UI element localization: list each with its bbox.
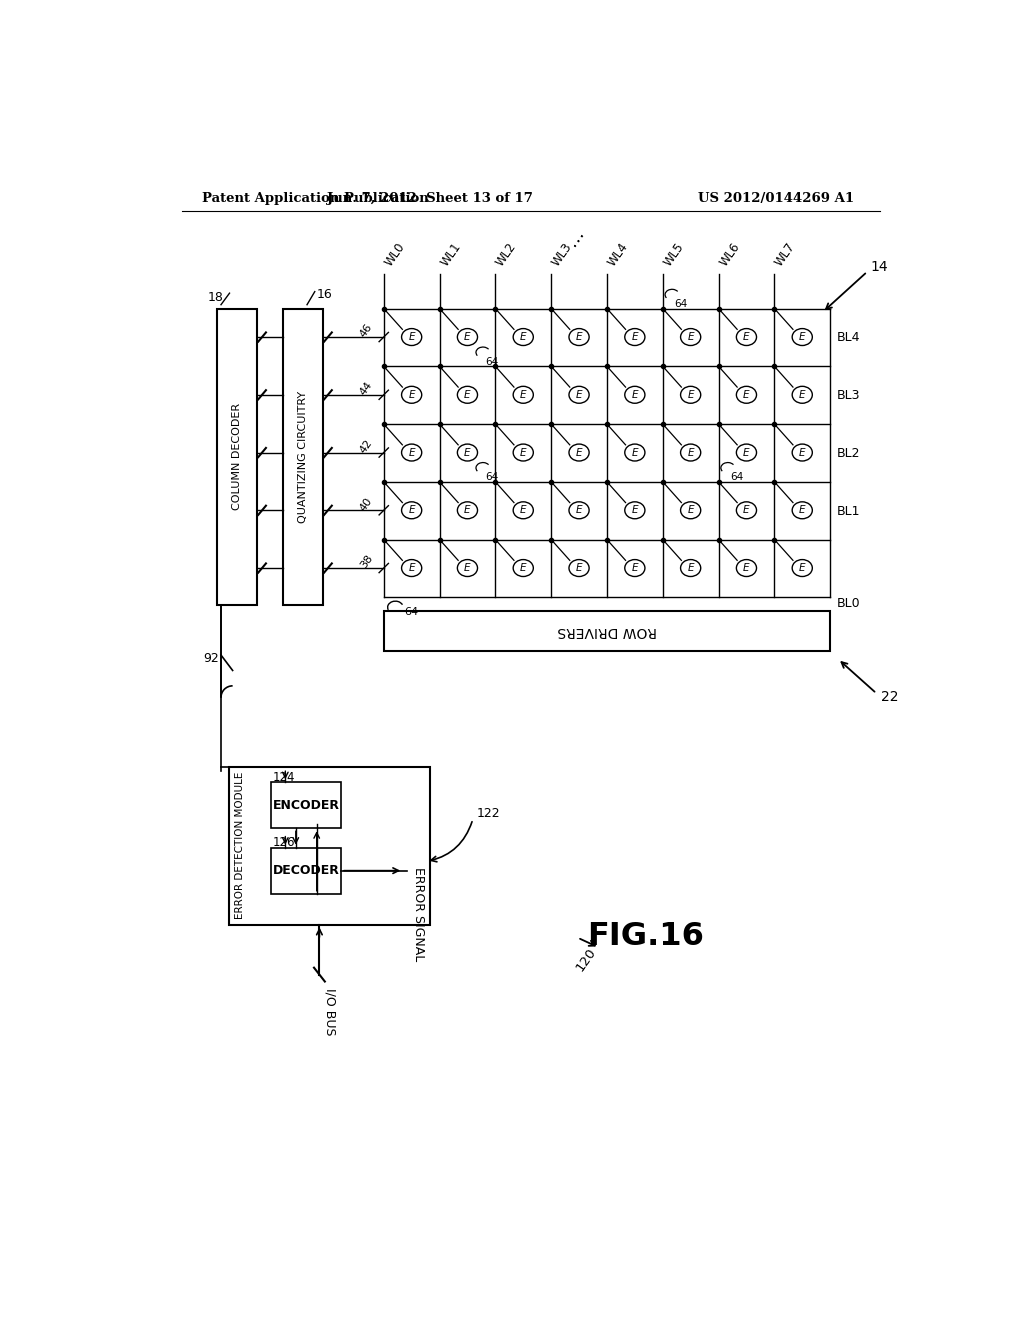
Text: E: E bbox=[520, 564, 526, 573]
Text: E: E bbox=[799, 564, 806, 573]
Text: 64: 64 bbox=[485, 473, 499, 482]
Text: E: E bbox=[687, 564, 694, 573]
Text: 92: 92 bbox=[203, 652, 219, 665]
Text: BL0: BL0 bbox=[837, 597, 860, 610]
Text: WL6: WL6 bbox=[717, 240, 742, 268]
Text: WL1: WL1 bbox=[438, 240, 463, 268]
Text: E: E bbox=[464, 564, 471, 573]
Text: E: E bbox=[687, 389, 694, 400]
Text: Patent Application Publication: Patent Application Publication bbox=[202, 191, 428, 205]
Text: E: E bbox=[799, 333, 806, 342]
Text: 16: 16 bbox=[317, 288, 333, 301]
Text: Jun. 7, 2012  Sheet 13 of 17: Jun. 7, 2012 Sheet 13 of 17 bbox=[328, 191, 534, 205]
Text: E: E bbox=[743, 447, 750, 458]
Text: WL0: WL0 bbox=[382, 240, 408, 268]
Text: E: E bbox=[520, 333, 526, 342]
Text: E: E bbox=[632, 333, 638, 342]
Text: 18: 18 bbox=[208, 290, 223, 304]
Bar bbox=[228, 767, 430, 924]
Text: E: E bbox=[464, 506, 471, 515]
Text: E: E bbox=[575, 447, 583, 458]
Text: 126: 126 bbox=[273, 837, 296, 850]
Text: DECODER: DECODER bbox=[272, 865, 340, 878]
Text: 22: 22 bbox=[881, 690, 898, 705]
Text: WL7: WL7 bbox=[773, 240, 798, 268]
Bar bbox=[217, 309, 257, 605]
Text: E: E bbox=[520, 389, 526, 400]
Text: E: E bbox=[743, 506, 750, 515]
Text: ERROR SIGNAL: ERROR SIGNAL bbox=[413, 867, 425, 961]
Text: E: E bbox=[575, 389, 583, 400]
Text: 64: 64 bbox=[485, 356, 499, 367]
Text: E: E bbox=[743, 564, 750, 573]
Text: E: E bbox=[575, 506, 583, 515]
Text: E: E bbox=[687, 447, 694, 458]
Text: BL4: BL4 bbox=[837, 331, 860, 345]
Text: 64: 64 bbox=[730, 473, 743, 482]
Text: 46: 46 bbox=[358, 322, 375, 339]
Text: 124: 124 bbox=[273, 771, 296, 784]
Text: ENCODER: ENCODER bbox=[272, 799, 340, 812]
Text: E: E bbox=[687, 506, 694, 515]
Text: 44: 44 bbox=[358, 380, 375, 397]
Text: E: E bbox=[464, 447, 471, 458]
Text: COLUMN DECODER: COLUMN DECODER bbox=[232, 403, 243, 511]
Text: E: E bbox=[409, 447, 415, 458]
Text: E: E bbox=[743, 333, 750, 342]
Text: E: E bbox=[632, 389, 638, 400]
Bar bbox=[271, 781, 341, 829]
Text: 40: 40 bbox=[358, 495, 375, 512]
Text: E: E bbox=[575, 564, 583, 573]
Text: 64: 64 bbox=[675, 298, 688, 309]
Text: E: E bbox=[687, 333, 694, 342]
Text: E: E bbox=[409, 333, 415, 342]
Text: ROW DRIVERS: ROW DRIVERS bbox=[557, 624, 656, 638]
Text: E: E bbox=[632, 447, 638, 458]
Text: BL3: BL3 bbox=[837, 389, 860, 403]
Text: 38: 38 bbox=[358, 553, 375, 570]
Text: E: E bbox=[575, 333, 583, 342]
Bar bbox=[384, 611, 830, 651]
Text: 120: 120 bbox=[573, 945, 599, 973]
Text: FIG.16: FIG.16 bbox=[587, 920, 705, 952]
Text: E: E bbox=[464, 389, 471, 400]
Text: E: E bbox=[409, 389, 415, 400]
Bar bbox=[283, 309, 324, 605]
Text: E: E bbox=[799, 447, 806, 458]
Text: WL4: WL4 bbox=[605, 240, 631, 268]
Text: E: E bbox=[520, 506, 526, 515]
Text: I/O BUS: I/O BUS bbox=[324, 989, 336, 1036]
Text: E: E bbox=[464, 333, 471, 342]
Text: E: E bbox=[743, 389, 750, 400]
Text: WL5: WL5 bbox=[662, 240, 686, 268]
Text: E: E bbox=[799, 506, 806, 515]
Text: WL3: WL3 bbox=[550, 240, 574, 268]
Text: E: E bbox=[632, 506, 638, 515]
Text: E: E bbox=[409, 506, 415, 515]
Text: E: E bbox=[520, 447, 526, 458]
Text: WL2: WL2 bbox=[494, 240, 519, 268]
Text: 64: 64 bbox=[404, 607, 419, 616]
Text: E: E bbox=[409, 564, 415, 573]
Bar bbox=[271, 847, 341, 894]
Text: BL1: BL1 bbox=[837, 504, 860, 517]
Text: ⋯: ⋯ bbox=[566, 227, 592, 252]
Text: QUANTIZING CIRCUITRY: QUANTIZING CIRCUITRY bbox=[298, 391, 308, 523]
Text: US 2012/0144269 A1: US 2012/0144269 A1 bbox=[697, 191, 854, 205]
Text: E: E bbox=[632, 564, 638, 573]
Text: ERROR DETECTION MODULE: ERROR DETECTION MODULE bbox=[234, 772, 245, 919]
Text: 42: 42 bbox=[358, 438, 375, 455]
Text: BL2: BL2 bbox=[837, 446, 860, 459]
Text: E: E bbox=[799, 389, 806, 400]
Text: 14: 14 bbox=[870, 260, 888, 275]
Text: 122: 122 bbox=[477, 807, 501, 820]
